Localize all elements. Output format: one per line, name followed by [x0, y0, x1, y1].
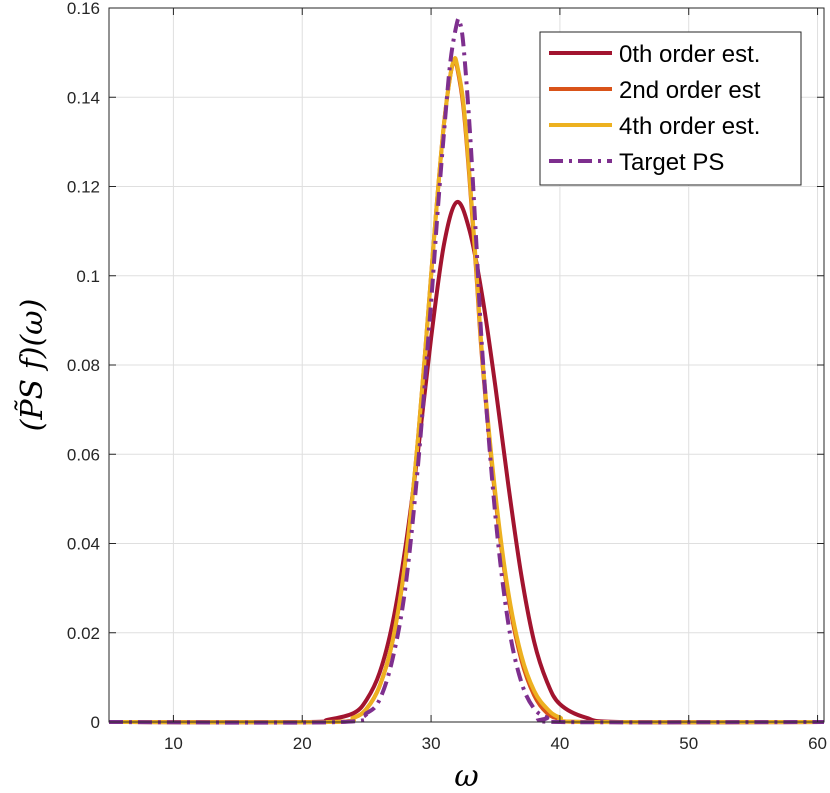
series-line-2 — [108, 56, 825, 725]
y-axis-label: (P̃S f)(ω) — [15, 299, 50, 432]
y-tick-label: 0.04 — [67, 535, 100, 554]
y-tick-label: 0.16 — [67, 0, 100, 18]
x-tick-label: 50 — [679, 734, 698, 753]
x-tick-label: 20 — [293, 734, 312, 753]
legend-label-2: 4th order est. — [619, 113, 760, 140]
x-tick-label: 60 — [808, 734, 827, 753]
legend-label-1: 2nd order est — [619, 77, 761, 104]
y-tick-label: 0.08 — [67, 356, 100, 375]
plot-lines — [108, 16, 825, 725]
series-line-3 — [108, 16, 825, 725]
y-tick-label: 0.14 — [67, 88, 100, 107]
y-tick-label: 0.06 — [67, 445, 100, 464]
x-tick-label: 40 — [550, 734, 569, 753]
ticks: 10 20 30 40 50 60 0 0.02 0.04 0.06 0.08 0.1 0.12 0.14… — [67, 0, 827, 753]
legend-label-3: Target PS — [619, 149, 724, 176]
x-axis-label: ω — [454, 759, 478, 793]
series-line-0 — [108, 200, 825, 725]
y-tick-label: 0 — [91, 713, 100, 732]
x-tick-label: 30 — [422, 734, 441, 753]
legend: 0th order est. 2nd order est 4th order est… — [539, 31, 802, 186]
x-tick-label: 10 — [164, 734, 183, 753]
y-tick-label: 0.02 — [67, 624, 100, 643]
legend-label-0: 0th order est. — [619, 41, 760, 68]
y-tick-label: 0.12 — [67, 178, 100, 197]
y-tick-label: 0.1 — [76, 267, 100, 286]
